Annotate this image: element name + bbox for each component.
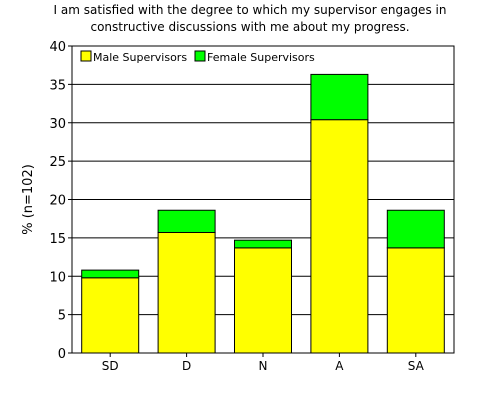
y-tick-label: 10 <box>49 270 66 285</box>
chart-title-line-2: constructive discussions with me about m… <box>90 20 410 34</box>
x-tick-label: D <box>182 359 191 373</box>
bar-segment <box>386 247 445 354</box>
bar-segment <box>81 269 140 279</box>
x-tick-label: SA <box>408 359 425 373</box>
x-tick-label: N <box>259 359 268 373</box>
bar-segment <box>157 232 216 354</box>
bar-segment <box>234 247 292 354</box>
y-tick-label: 35 <box>49 78 66 93</box>
bar-segment <box>310 119 369 354</box>
bar-segment <box>310 73 369 121</box>
y-tick-label: 0 <box>58 347 66 362</box>
y-tick-label: 30 <box>49 117 66 132</box>
bar-segment <box>81 277 140 354</box>
y-tick-label: 25 <box>49 155 66 170</box>
bar-segment <box>234 239 292 249</box>
chart-title-line-1: I am satisfied with the degree to which … <box>53 3 447 17</box>
y-axis-label: % (n=102) <box>21 164 36 235</box>
x-tick-label: A <box>335 359 344 373</box>
y-tick-label: 15 <box>49 232 66 247</box>
y-tick-label: 40 <box>49 40 66 55</box>
bar-segment <box>386 209 445 249</box>
y-tick-label: 5 <box>58 309 66 324</box>
bar-segment <box>157 209 216 234</box>
legend-label: Female Supervisors <box>207 51 315 64</box>
legend-swatch <box>80 50 92 62</box>
legend-label: Male Supervisors <box>93 51 187 64</box>
y-tick-label: 20 <box>49 194 66 209</box>
x-tick-label: SD <box>102 359 119 373</box>
legend-swatch <box>194 50 206 62</box>
